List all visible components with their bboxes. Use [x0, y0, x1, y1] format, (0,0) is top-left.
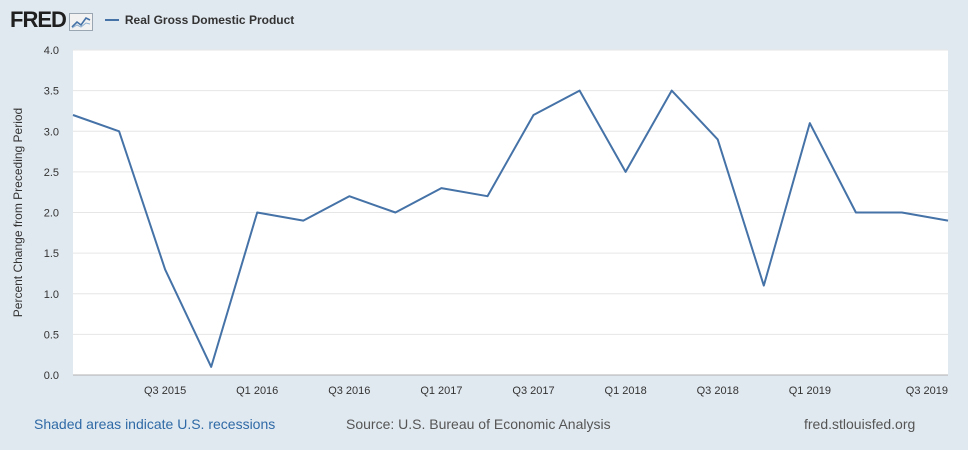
legend-swatch: [104, 19, 119, 21]
x-tick-label: Q3 2017: [512, 385, 554, 397]
legend-label: Real Gross Domestic Product: [124, 13, 295, 27]
y-tick-label: 4.0: [44, 45, 59, 57]
fred-logo[interactable]: FRED: [10, 7, 67, 32]
chart-header: FRED Real Gross Domestic Product: [10, 6, 294, 34]
x-tick-label: Q1 2017: [420, 385, 462, 397]
x-tick-label: Q3 2018: [697, 385, 739, 397]
x-tick-label: Q1 2019: [789, 385, 831, 397]
y-tick-label: 1.0: [44, 289, 59, 301]
x-tick-label: Q3 2019: [906, 385, 948, 397]
y-tick-label: 0.0: [44, 370, 59, 382]
line-graph-icon: [68, 13, 93, 31]
x-tick-label: Q3 2015: [144, 385, 186, 397]
legend: Real Gross Domestic Product: [104, 13, 295, 27]
x-tick-label: Q3 2016: [328, 385, 370, 397]
x-tick-label: Q1 2018: [605, 385, 647, 397]
recessions-note-link[interactable]: Shaded areas indicate U.S. recessions: [34, 416, 276, 432]
y-tick-label: 0.5: [44, 329, 59, 341]
y-tick-label: 1.5: [44, 248, 59, 260]
x-tick-label: Q1 2016: [236, 385, 278, 397]
y-tick-label: 3.0: [44, 126, 59, 138]
y-tick-label: 2.5: [44, 167, 59, 179]
source-text: Source: U.S. Bureau of Economic Analysis: [346, 416, 611, 432]
series-line[interactable]: [72, 89, 949, 368]
site-url[interactable]: fred.stlouisfed.org: [804, 416, 916, 432]
y-axis-label: Percent Change from Preceding Period: [11, 108, 25, 317]
y-tick-label: 3.5: [44, 86, 59, 98]
y-tick-label: 2.0: [44, 208, 59, 220]
